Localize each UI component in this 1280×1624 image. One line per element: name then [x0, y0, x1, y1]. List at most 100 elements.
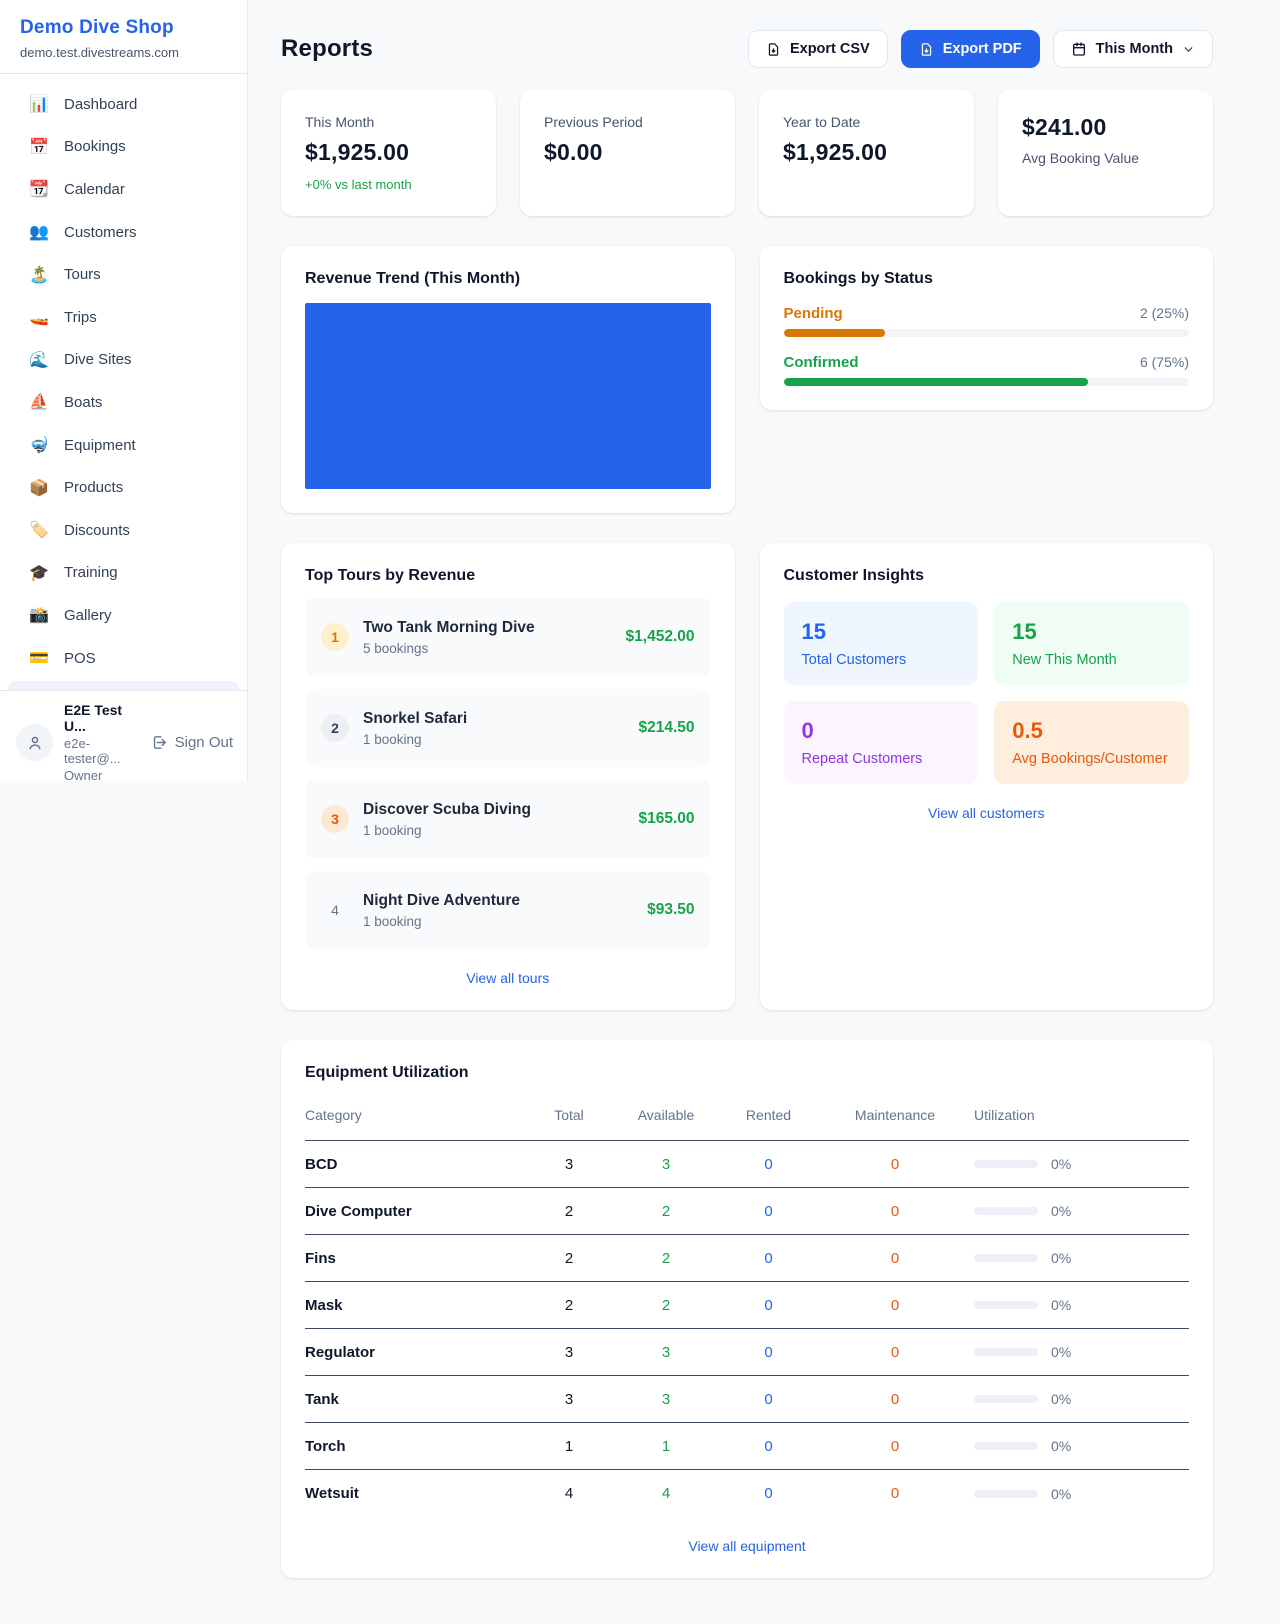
table-row: BCD 3 3 0 0 0%	[305, 1141, 1189, 1188]
calendar-icon: 📆	[29, 179, 49, 199]
revenue-trend-title: Revenue Trend (This Month)	[305, 270, 521, 287]
sidebar-item-dive-sites[interactable]: 🌊 Dive Sites	[0, 339, 247, 382]
tile-value: 0	[801, 718, 814, 743]
sidebar-item-equipment[interactable]: 🤿 Equipment	[0, 424, 247, 467]
utilization-bar	[974, 1254, 1038, 1262]
table-row: Tank 3 3 0 0 0%	[305, 1376, 1189, 1423]
utilization-percent: 0%	[1051, 1438, 1072, 1454]
cell-utilization: 0%	[974, 1438, 1189, 1454]
equipment-utilization-title: Equipment Utilization	[305, 1064, 469, 1081]
sidebar-item-dashboard[interactable]: 📊 Dashboard	[0, 83, 247, 126]
cell-available: 3	[661, 1343, 671, 1361]
rank-badge: 3	[321, 805, 349, 833]
column-header: Category	[305, 1106, 362, 1123]
bookings-icon: 📅	[29, 136, 49, 156]
cell-rented: 0	[764, 1249, 773, 1267]
cell-rented: 0	[764, 1155, 773, 1173]
tour-name: Two Tank Morning Dive	[363, 618, 535, 636]
stat-cards: This Month $1,925.00 +0% vs last month P…	[281, 90, 1213, 216]
cell-total: 2	[564, 1296, 574, 1314]
export-csv-button[interactable]: Export CSV	[747, 30, 888, 68]
gallery-icon: 📸	[29, 605, 49, 625]
tile-avg-bookings-customer: 0.5 Avg Bookings/Customer	[994, 701, 1189, 784]
sidebar-item-customers[interactable]: 👥 Customers	[0, 211, 247, 254]
utilization-percent: 0%	[1051, 1250, 1072, 1266]
file-download-icon	[921, 42, 931, 56]
column-header: Utilization	[974, 1106, 1035, 1123]
tour-row: 4 Night Dive Adventure 1 booking $93.50	[305, 871, 711, 949]
rank-badge: 4	[331, 902, 339, 918]
products-icon: 📦	[29, 477, 49, 497]
stat-delta: +0% vs last month	[305, 177, 412, 192]
chevron-down-icon	[1184, 46, 1193, 52]
view-all-tours-link[interactable]: View all tours	[305, 970, 711, 986]
view-all-customers-link[interactable]: View all customers	[784, 805, 1190, 821]
dashboard-icon: 📊	[29, 94, 49, 114]
tour-name: Night Dive Adventure	[363, 891, 521, 909]
brand-subdomain: demo.test.divestreams.com	[20, 45, 179, 60]
sidebar-item-label: POS	[64, 649, 96, 667]
tile-label: Total Customers	[801, 652, 907, 668]
status-value: 6 (75%)	[1139, 354, 1189, 370]
stat-card-previous-period: Previous Period $0.00	[520, 90, 735, 216]
cell-utilization: 0%	[974, 1250, 1189, 1266]
sidebar-item-bookings[interactable]: 📅 Bookings	[0, 126, 247, 169]
cell-total: 3	[564, 1343, 574, 1361]
pos-icon: 💳	[29, 648, 49, 668]
cell-rented: 0	[764, 1343, 773, 1361]
sidebar-item-reports-active-partial[interactable]	[8, 681, 239, 691]
cell-available: 2	[661, 1202, 671, 1220]
sidebar-item-label: Dive Sites	[64, 351, 132, 369]
sidebar-item-label: Bookings	[64, 138, 126, 156]
export-csv-label: Export CSV	[789, 41, 870, 57]
discounts-icon: 🏷️	[29, 520, 49, 540]
period-dropdown[interactable]: This Month	[1052, 30, 1213, 68]
cell-total: 3	[564, 1155, 574, 1173]
sidebar-item-label: Products	[64, 479, 124, 497]
tours-icon: 🏝️	[29, 264, 49, 284]
sidebar-nav: 📊 Dashboard 📅 Bookings 📆 Calendar 👥 Cust…	[0, 74, 247, 691]
utilization-bar	[974, 1489, 1038, 1498]
sidebar-item-boats[interactable]: ⛵ Boats	[0, 381, 247, 424]
progress-fill-confirmed	[783, 378, 1088, 386]
cell-category: Fins	[305, 1249, 336, 1267]
stat-value: $241.00	[1022, 114, 1107, 140]
status-label: Confirmed	[783, 354, 859, 371]
file-download-icon	[768, 42, 779, 56]
sidebar-item-trips[interactable]: 🚤 Trips	[0, 296, 247, 339]
sidebar-item-training[interactable]: 🎓 Training	[0, 552, 247, 595]
table-row: Dive Computer 2 2 0 0 0%	[305, 1188, 1189, 1235]
sidebar-item-discounts[interactable]: 🏷️ Discounts	[0, 509, 247, 552]
cell-maintenance: 0	[890, 1390, 900, 1408]
sidebar-item-products[interactable]: 📦 Products	[0, 466, 247, 509]
utilization-percent: 0%	[1051, 1391, 1072, 1407]
equipment-utilization-card: Equipment Utilization Category Total Ava…	[281, 1040, 1213, 1578]
table-row: Fins 2 2 0 0 0%	[305, 1235, 1189, 1282]
sidebar-item-pos[interactable]: 💳 POS	[0, 637, 247, 680]
cell-category: Tank	[305, 1390, 339, 1408]
cell-total: 2	[564, 1202, 574, 1220]
revenue-trend-chart	[305, 303, 711, 489]
cell-maintenance: 0	[890, 1249, 900, 1267]
stat-card-avg-booking-value: $241.00 Avg Booking Value	[998, 90, 1213, 216]
cell-maintenance: 0	[890, 1202, 900, 1220]
logout-icon	[153, 736, 166, 750]
tour-bookings: 1 booking	[363, 731, 422, 747]
sidebar-item-gallery[interactable]: 📸 Gallery	[0, 594, 247, 637]
sidebar-item-tours[interactable]: 🏝️ Tours	[0, 253, 247, 296]
sidebar-item-label: Tours	[64, 266, 101, 284]
sidebar-item-label: Boats	[64, 393, 103, 411]
brand: Demo Dive Shop demo.test.divestreams.com	[0, 0, 247, 74]
utilization-percent: 0%	[1051, 1156, 1072, 1172]
table-row: Regulator 3 3 0 0 0%	[305, 1329, 1189, 1376]
export-pdf-button[interactable]: Export PDF	[900, 30, 1040, 68]
charts-row: Revenue Trend (This Month) Bookings by S…	[281, 246, 1213, 513]
column-header: Rented	[745, 1106, 792, 1123]
cell-utilization: 0%	[974, 1344, 1189, 1360]
stat-label: Avg Booking Value	[1022, 150, 1140, 166]
cell-total: 2	[564, 1249, 574, 1267]
view-all-equipment-link[interactable]: View all equipment	[305, 1538, 1189, 1554]
sidebar-item-calendar[interactable]: 📆 Calendar	[0, 168, 247, 211]
sign-out-button[interactable]: Sign Out	[151, 734, 233, 751]
stat-label: This Month	[305, 114, 375, 130]
